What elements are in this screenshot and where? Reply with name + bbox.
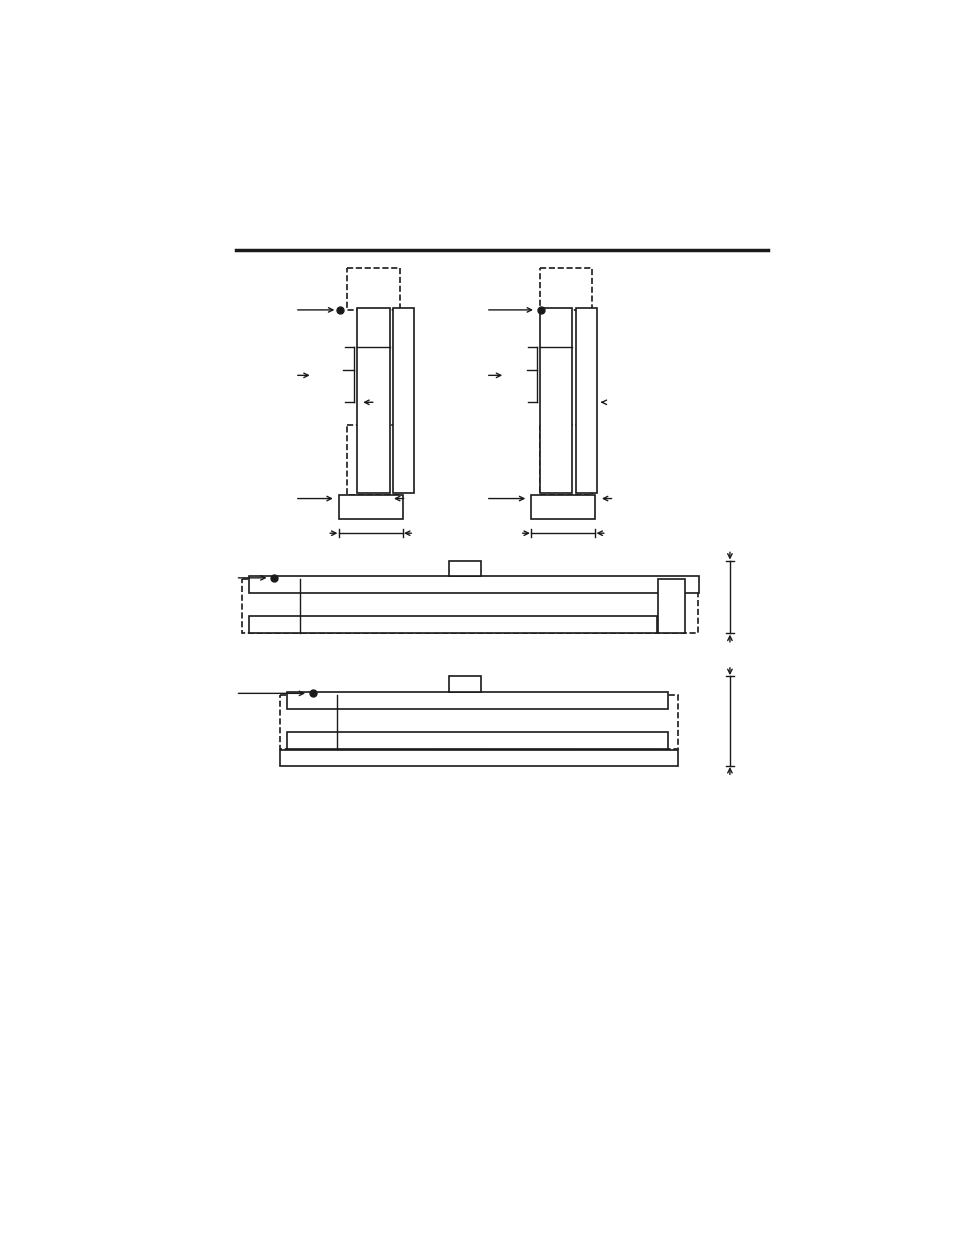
Bar — [280, 751, 677, 766]
Bar — [449, 561, 480, 577]
Bar — [287, 692, 668, 709]
Bar — [338, 495, 402, 520]
Bar — [576, 309, 597, 493]
Bar — [393, 309, 414, 493]
Bar — [657, 579, 684, 634]
Bar — [249, 616, 656, 634]
Bar — [241, 579, 697, 634]
Bar — [539, 425, 592, 495]
Bar — [280, 695, 677, 748]
Bar — [531, 495, 595, 520]
Bar — [347, 425, 399, 495]
Bar — [347, 268, 399, 310]
Bar — [539, 309, 572, 493]
Bar — [356, 309, 389, 493]
Bar — [287, 732, 668, 748]
Bar — [539, 268, 592, 310]
Bar — [449, 677, 480, 692]
Bar — [249, 577, 699, 593]
